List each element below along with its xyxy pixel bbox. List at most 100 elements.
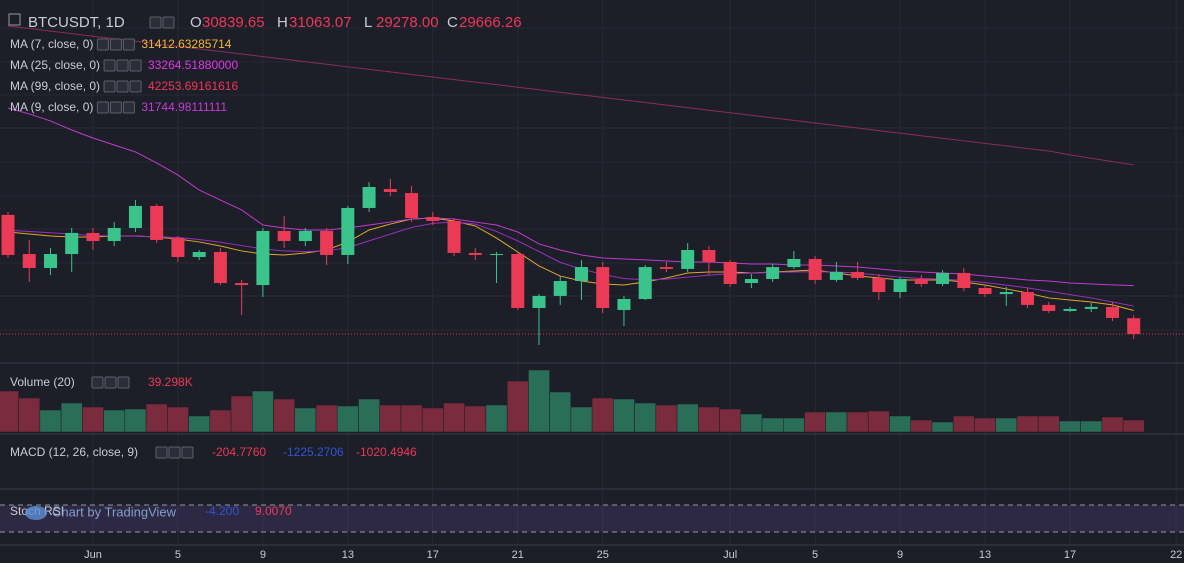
ohlc-value: 31063.07	[289, 14, 352, 31]
volume-bar	[528, 369, 550, 433]
legend-icon[interactable]	[129, 80, 142, 93]
volume-bar	[103, 409, 126, 433]
legend-icon[interactable]	[116, 80, 129, 93]
candle-body	[405, 193, 419, 219]
macd-value: -1225.2706	[283, 445, 344, 459]
volume-bar	[145, 403, 168, 433]
legend-icon[interactable]	[149, 16, 162, 29]
candle-body	[383, 189, 397, 192]
legend-icon[interactable]	[129, 59, 142, 72]
legend-icon[interactable]	[96, 38, 109, 51]
volume-bar	[676, 403, 699, 433]
candle-body	[723, 261, 737, 284]
legend-icon[interactable]	[109, 101, 122, 114]
legend-icon[interactable]	[116, 59, 129, 72]
ohlc-letter: H	[277, 14, 288, 31]
menu-icon[interactable]	[8, 13, 21, 26]
macd-value: -204.7760	[212, 445, 266, 459]
candle-body	[468, 252, 482, 255]
volume-bar	[846, 411, 869, 433]
volume-bar	[209, 409, 232, 433]
candle-body	[235, 283, 249, 286]
x-tick-label: 9	[897, 549, 903, 561]
rsi-band	[0, 505, 1184, 532]
candle-body	[872, 277, 886, 293]
candle-body	[659, 267, 673, 269]
candle-body	[1021, 292, 1035, 305]
legend-icon[interactable]	[181, 446, 194, 459]
volume-bar	[931, 421, 954, 433]
candle-body	[1042, 304, 1056, 311]
ma-line	[7, 25, 1134, 166]
candle-body	[171, 238, 185, 257]
candle-body	[320, 230, 334, 255]
candle-body	[511, 254, 525, 309]
candle-body	[936, 272, 950, 284]
candle-body	[829, 272, 843, 280]
candle-body	[22, 254, 36, 268]
candle-body	[192, 252, 206, 257]
legend-icon[interactable]	[103, 59, 116, 72]
ma-value: 31412.63285714	[141, 37, 231, 51]
volume-name: Volume (20)	[10, 375, 75, 389]
ma-value: 33264.51880000	[148, 58, 238, 72]
marks	[0, 25, 1184, 433]
ma-name: MA (99, close, 0)	[10, 79, 100, 93]
volume-bar	[421, 407, 444, 433]
candle-body	[128, 205, 142, 228]
symbol: BTCUSDT, 1D	[28, 14, 125, 31]
x-tick-label: 21	[512, 549, 524, 561]
volume-bar	[188, 415, 211, 433]
legend-icon[interactable]	[104, 376, 117, 389]
legend-icon[interactable]	[109, 38, 122, 51]
volume-bar	[506, 380, 529, 433]
legend-icon[interactable]	[117, 376, 130, 389]
legend-icon[interactable]	[103, 80, 116, 93]
volume-bar	[1080, 420, 1103, 433]
x-tick-label: Jul	[723, 549, 737, 561]
legend-icon[interactable]	[91, 376, 104, 389]
candle-body	[957, 272, 971, 289]
grid	[0, 0, 1184, 545]
ohlc-value: 29278.00	[376, 14, 439, 31]
candle-body	[107, 227, 121, 241]
legend-icon[interactable]	[162, 16, 175, 29]
volume-bar	[443, 402, 465, 433]
candle-body	[532, 295, 546, 309]
legend-icon[interactable]	[168, 446, 181, 459]
volume-bar	[379, 404, 402, 433]
legend-icon[interactable]	[122, 38, 135, 51]
ohlc-value: 30839.65	[202, 14, 265, 31]
legend-icon[interactable]	[155, 446, 168, 459]
volume-bar	[952, 415, 975, 433]
volume-bar	[1122, 419, 1145, 433]
legend: BTCUSDT, 1D Jun 5 9 13 17 21 25 Jul 5 9 13 17 22 O 308…	[8, 13, 1182, 561]
volume-bar	[1059, 420, 1081, 433]
candle-body	[702, 249, 716, 262]
rsi-value: 9.0070	[255, 504, 292, 518]
candle-body	[638, 267, 652, 300]
candle-body	[150, 205, 164, 240]
candle-body	[808, 258, 822, 280]
ma-value: 31744.98111111	[141, 100, 227, 114]
candle-body	[1105, 306, 1119, 318]
candle-body	[86, 232, 100, 241]
watermark: Chart by TradingView	[52, 504, 177, 519]
x-tick-label: 25	[597, 549, 609, 561]
volume-bar	[655, 404, 678, 433]
volume-bar	[719, 408, 742, 433]
candle-body	[617, 299, 631, 311]
candle-body	[341, 207, 355, 255]
candle-body	[553, 281, 567, 296]
legend-icon[interactable]	[96, 101, 109, 114]
legend-icon[interactable]	[122, 101, 135, 114]
volume-bar	[485, 404, 508, 433]
volume-bar	[910, 419, 933, 433]
volume-bar	[230, 395, 253, 433]
volume-bar	[1037, 415, 1060, 433]
x-tick-label: Jun	[84, 549, 102, 561]
ma-name: MA (7, close, 0)	[10, 37, 93, 51]
x-tick-label: 13	[342, 549, 354, 561]
